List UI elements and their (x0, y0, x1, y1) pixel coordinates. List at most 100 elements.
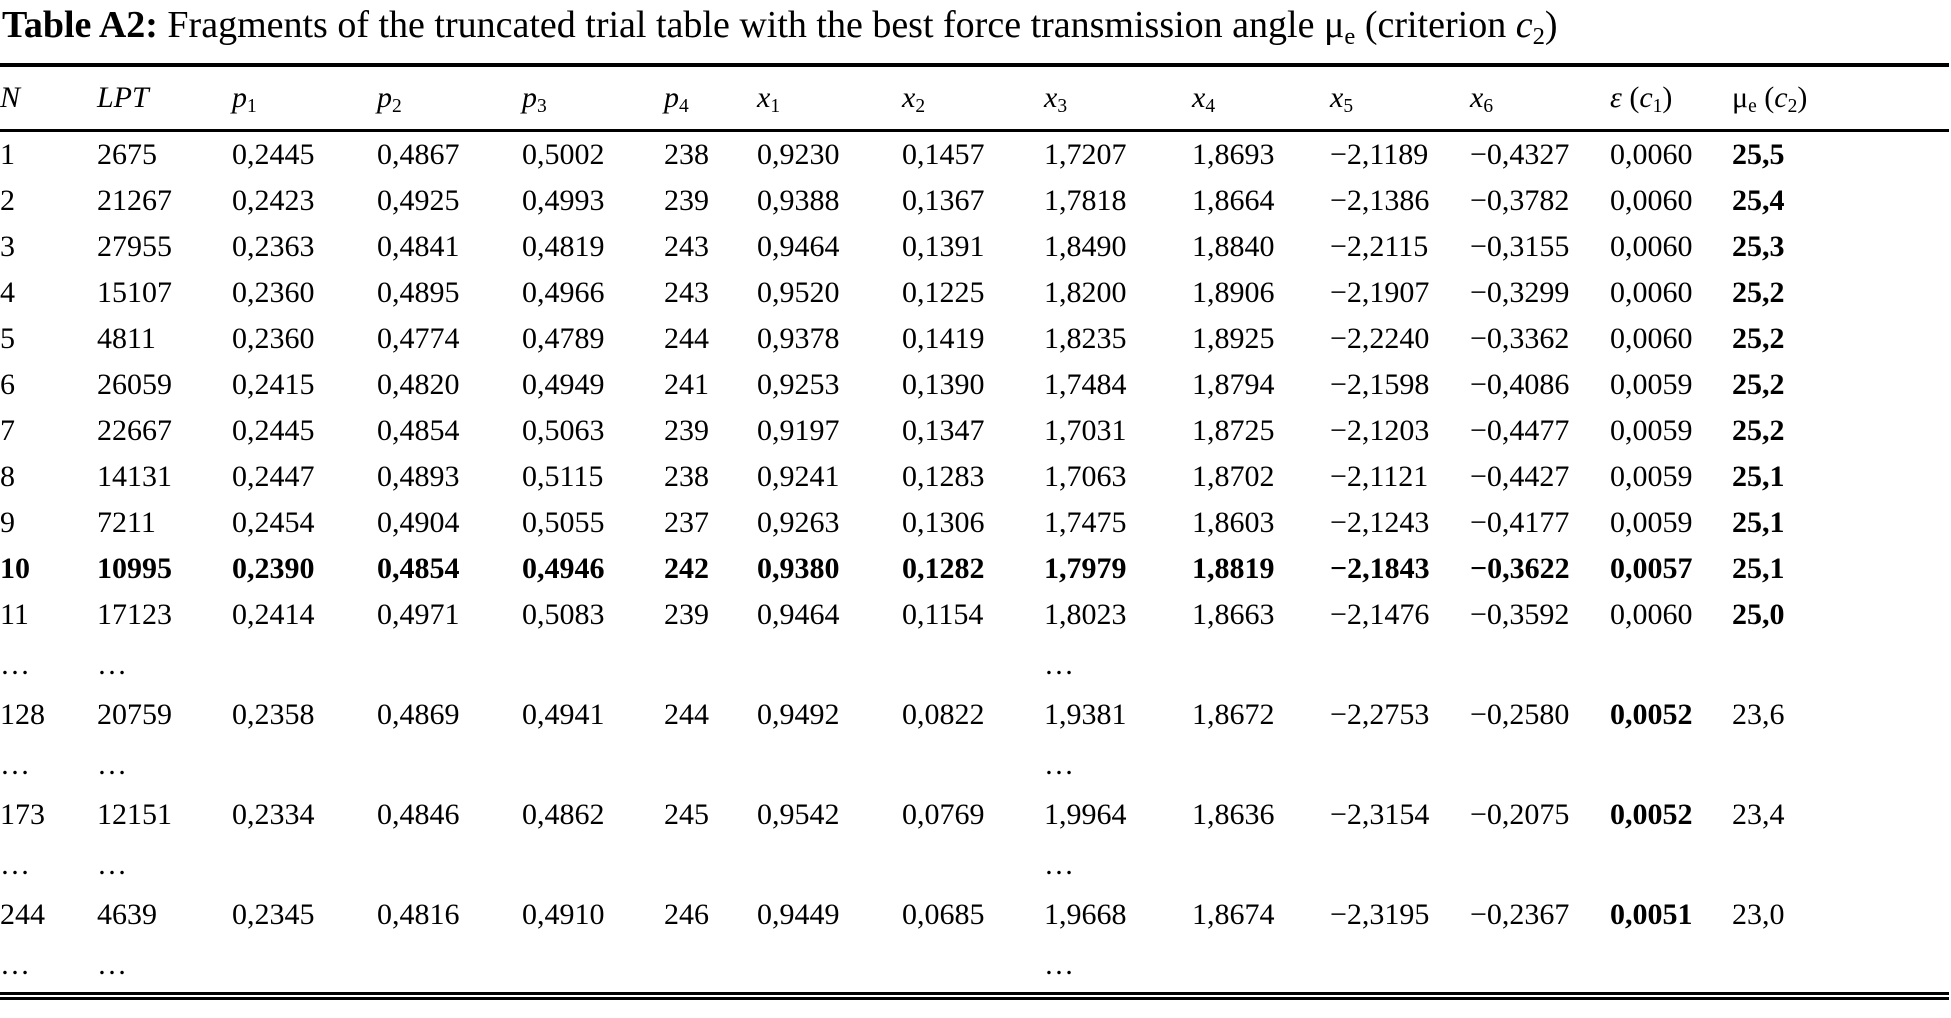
text-segment: x (757, 80, 771, 114)
ellipsis-row: ……… (0, 738, 1949, 792)
cell-x4: 1,8664 (1192, 183, 1275, 217)
text-segment: (criterion (1355, 4, 1516, 46)
cell-p3: 0,4993 (522, 183, 605, 217)
cell-n: 2 (0, 183, 15, 217)
ellipsis-cell (377, 938, 522, 996)
table-caption: Table A2: Fragments of the truncated tri… (0, 0, 1951, 50)
cell-p1: 0,2360 (232, 275, 315, 309)
text-segment: x (1192, 80, 1206, 114)
ellipsis-cell (1470, 738, 1610, 792)
cell-lpt: 17123 (97, 597, 172, 631)
cell-n: 128 (0, 697, 45, 731)
cell-eps: 0,0060 (1610, 229, 1693, 263)
ellipsis-row: ……… (0, 938, 1949, 996)
ellipsis-cell (902, 738, 1044, 792)
cell-x5: −2,2753 (1330, 697, 1430, 731)
cell-p2: 0,4816 (377, 897, 460, 931)
ellipsis-cell (1192, 838, 1330, 892)
col-header-p1: p1 (232, 64, 377, 132)
cell-p2: 0,4846 (377, 797, 460, 831)
cell-x2: 0,1282 (902, 551, 985, 585)
cell-p1: 0,2414 (232, 597, 315, 631)
cell-mu: 25,1 (1732, 459, 1785, 493)
cell-x1: 0,9464 (757, 229, 840, 263)
cell-n: 173 (0, 797, 45, 831)
cell-p1: 0,2345 (232, 897, 315, 931)
text-segment: ) (1662, 80, 1673, 114)
cell-x2: 0,0822 (902, 697, 985, 731)
cell-p2: 0,4854 (377, 551, 460, 585)
ellipsis-cell (1610, 738, 1732, 792)
cell-x1: 0,9464 (757, 597, 840, 631)
table-row: 8 14131 0,2447 0,4893 0,5115 238 0,9241 0,1283 1… (0, 454, 1949, 500)
text-segment: x (1044, 80, 1058, 114)
cell-x3: 1,7031 (1044, 413, 1127, 447)
cell-p2: 0,4895 (377, 275, 460, 309)
cell-p1: 0,2423 (232, 183, 315, 217)
cell-x1: 0,9542 (757, 797, 840, 831)
cell-x2: 0,1225 (902, 275, 985, 309)
cell-x6: −0,2075 (1470, 797, 1570, 831)
cell-x3: 1,9668 (1044, 897, 1127, 931)
text-segment: N (0, 80, 21, 114)
text-segment: ) (1544, 4, 1558, 46)
ellipsis-cell (232, 738, 377, 792)
cell-p4: 241 (664, 367, 709, 401)
ellipsis-cell (1610, 838, 1732, 892)
cell-x6: −0,3362 (1470, 321, 1570, 355)
cell-lpt: 22667 (97, 413, 172, 447)
table-row: 128 20759 0,2358 0,4869 0,4941 244 0,9492 0,082… (0, 692, 1949, 738)
ellipsis-cell (757, 738, 902, 792)
cell-n: 5 (0, 321, 15, 355)
text-segment: Fragments of the truncated trial table w… (157, 4, 1324, 46)
cell-p4: 242 (664, 551, 709, 585)
cell-mu: 25,3 (1732, 229, 1785, 263)
cell-p2: 0,4869 (377, 697, 460, 731)
cell-eps: 0,0052 (1610, 697, 1693, 731)
text-segment: ( (1621, 80, 1640, 114)
cell-mu: 25,1 (1732, 551, 1785, 585)
cell-x3: 1,7475 (1044, 505, 1127, 539)
ellipsis-cell (232, 638, 377, 692)
ellipsis-cell (1192, 938, 1330, 996)
ellipsis-cell (1470, 838, 1610, 892)
text-segment: 4 (1205, 95, 1216, 117)
ellipsis-cell (377, 638, 522, 692)
cell-lpt: 14131 (97, 459, 172, 493)
ellipsis-cell: … (0, 947, 34, 981)
text-segment: 3 (537, 95, 547, 117)
cell-p2: 0,4867 (377, 137, 460, 171)
cell-mu: 23,0 (1732, 897, 1785, 931)
table-row: 4 15107 0,2360 0,4895 0,4966 243 0,9520 0,1225 1… (0, 270, 1949, 316)
cell-x6: −0,4177 (1470, 505, 1570, 539)
cell-x5: −2,1907 (1330, 275, 1430, 309)
cell-p3: 0,5083 (522, 597, 605, 631)
cell-x4: 1,8674 (1192, 897, 1275, 931)
col-header-p3: p3 (522, 64, 664, 132)
cell-n: 9 (0, 505, 15, 539)
cell-eps: 0,0059 (1610, 367, 1693, 401)
cell-eps: 0,0060 (1610, 321, 1693, 355)
cell-x1: 0,9449 (757, 897, 840, 931)
table-body: 1 2675 0,2445 0,4867 0,5002 238 0,9230 0,1457 1,… (0, 130, 1949, 996)
cell-x1: 0,9230 (757, 137, 840, 171)
ellipsis-row: ……… (0, 838, 1949, 892)
ellipsis-cell: … (1044, 847, 1078, 881)
ellipsis-cell (664, 638, 757, 692)
table-row: 1 2675 0,2445 0,4867 0,5002 238 0,9230 0,1457 1,… (0, 130, 1949, 178)
cell-x4: 1,8672 (1192, 697, 1275, 731)
cell-x2: 0,1419 (902, 321, 985, 355)
ellipsis-cell (522, 938, 664, 996)
cell-x6: −0,4327 (1470, 137, 1570, 171)
table-row: 2 21267 0,2423 0,4925 0,4993 239 0,9388 0,1367 1… (0, 178, 1949, 224)
cell-x5: −2,1203 (1330, 413, 1430, 447)
cell-n: 1 (0, 137, 15, 171)
ellipsis-cell (664, 938, 757, 996)
cell-x3: 1,9964 (1044, 797, 1127, 831)
text-segment: 6 (1483, 95, 1494, 117)
cell-x1: 0,9388 (757, 183, 840, 217)
cell-x3: 1,7818 (1044, 183, 1127, 217)
cell-eps: 0,0059 (1610, 505, 1693, 539)
col-header-eps: ε (c1) (1610, 64, 1732, 132)
